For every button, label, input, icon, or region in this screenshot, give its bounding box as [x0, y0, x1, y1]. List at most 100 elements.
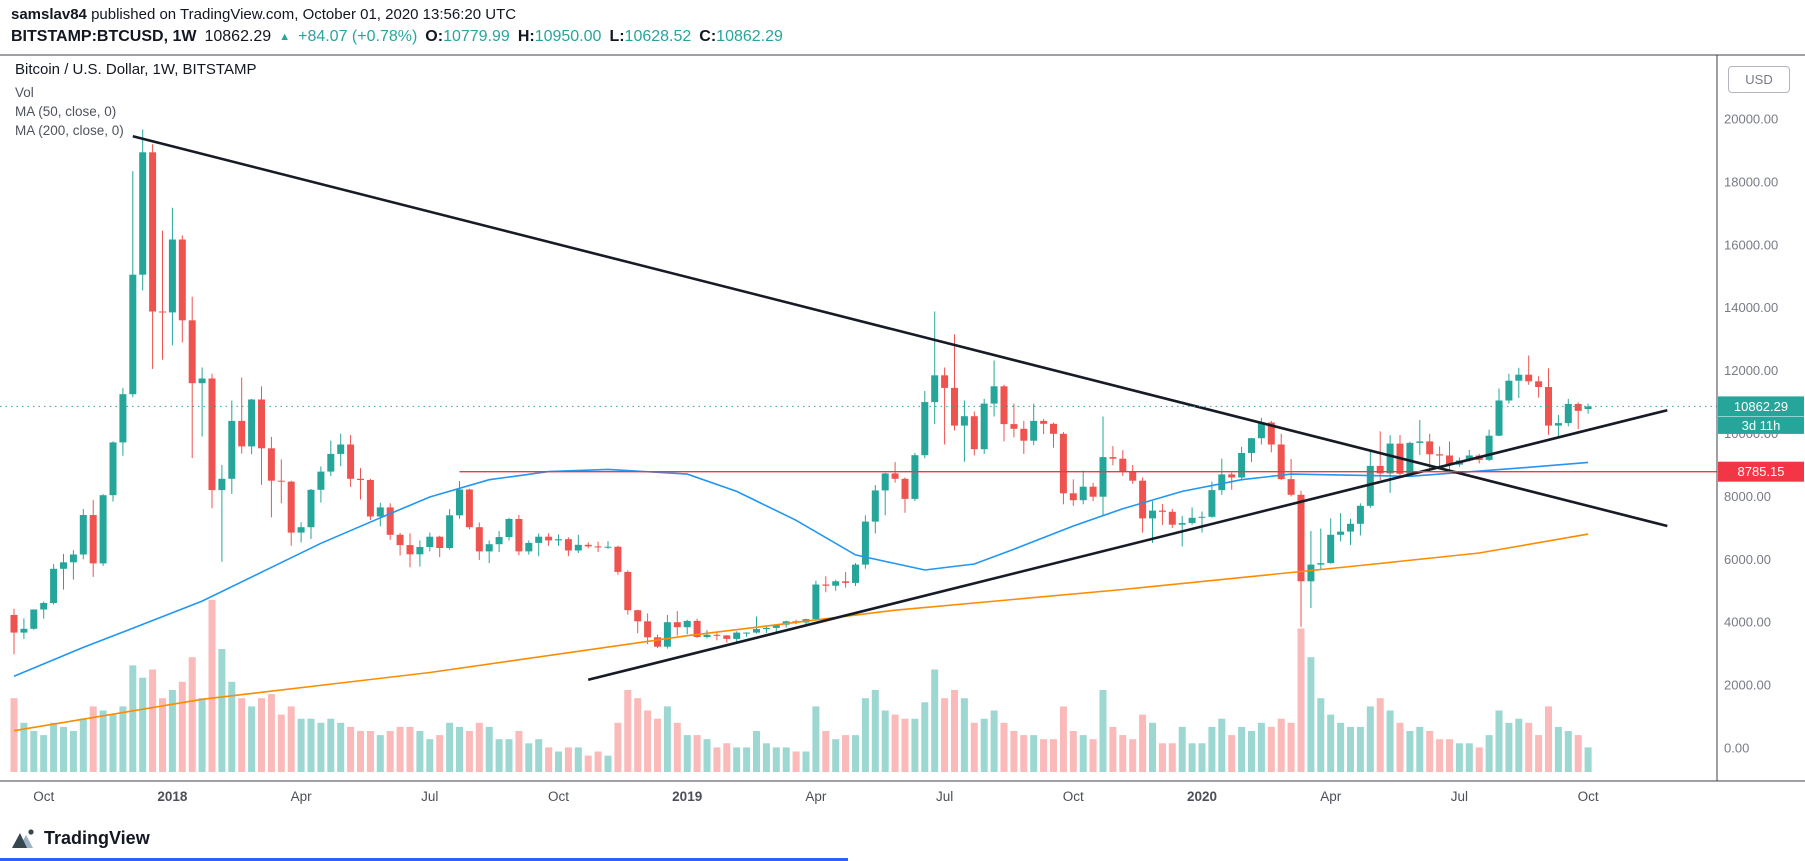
trendline[interactable]	[587, 408, 1668, 682]
volume-bar	[535, 739, 543, 772]
volume-bar	[228, 681, 236, 772]
volume-bar	[941, 698, 949, 772]
volume-bar	[525, 743, 533, 772]
volume-bar	[159, 698, 166, 772]
high-value: H: 10950.00	[517, 28, 602, 45]
price-tick-label: 14000.00	[1724, 300, 1778, 315]
candle-body	[762, 627, 770, 630]
candle-body	[871, 490, 879, 522]
candle-body	[1574, 403, 1582, 411]
candle-body	[1564, 403, 1572, 424]
volume-bar	[1228, 735, 1236, 772]
candle-body	[574, 544, 582, 551]
candle-body	[1099, 457, 1107, 497]
volume-bar	[267, 694, 275, 772]
candle-body	[960, 416, 968, 426]
candle-body	[495, 537, 503, 545]
volume-bar	[792, 751, 800, 772]
candle-body	[485, 544, 493, 552]
time-axis-label: Jul	[936, 789, 953, 804]
low-value: L: 10628.52	[609, 28, 692, 45]
candle-body	[1376, 465, 1384, 474]
volume-bar	[1287, 722, 1295, 772]
time-axis-label: 2019	[672, 789, 702, 804]
volume-bar	[1238, 726, 1246, 772]
candle-body	[1277, 444, 1285, 480]
volume-bar	[366, 731, 374, 772]
volume-bar	[327, 718, 335, 772]
volume-bar	[733, 747, 741, 772]
volume-bar	[178, 681, 186, 772]
volume-bar	[149, 669, 157, 772]
candle-body	[317, 471, 325, 490]
volume-bar	[297, 718, 305, 772]
volume-bar	[1416, 726, 1424, 772]
candle-body	[178, 239, 186, 321]
volume-bar	[1198, 743, 1206, 772]
candle-body	[564, 539, 572, 551]
time-axis-label: Jul	[421, 789, 438, 804]
volume-bar	[69, 731, 77, 772]
candle-body	[267, 448, 275, 481]
candle-body	[594, 546, 602, 548]
volume-bar	[337, 722, 345, 772]
candle-body	[198, 378, 206, 384]
candle-body	[208, 378, 216, 491]
currency-usd-button[interactable]: USD	[1728, 66, 1790, 93]
candle-body	[891, 473, 899, 479]
volume-bar	[1069, 731, 1077, 772]
volume-bar	[238, 698, 246, 772]
volume-bar	[505, 739, 513, 772]
volume-bar	[842, 735, 850, 772]
candle-body	[1030, 420, 1038, 441]
volume-bar	[584, 755, 592, 772]
tradingview-logo-text: TradingView	[44, 827, 150, 848]
volume-bar	[119, 706, 127, 772]
candle-body	[436, 536, 444, 548]
candle-body	[931, 375, 939, 403]
candle-body	[1485, 435, 1493, 460]
volume-bar	[1149, 722, 1156, 772]
candle-body	[1109, 457, 1117, 459]
volume-bar	[1475, 747, 1483, 772]
volume-bar	[970, 722, 978, 772]
volume-bar	[515, 731, 523, 772]
candle-body	[604, 546, 612, 548]
candle-body	[277, 480, 285, 482]
candle-body	[683, 620, 691, 628]
candle-body	[366, 480, 374, 517]
trendline[interactable]	[132, 135, 1668, 528]
volume-bar	[376, 735, 384, 772]
volume-bar	[1059, 706, 1067, 772]
volume-bar	[1337, 722, 1345, 772]
volume-bar	[139, 677, 147, 772]
candle-body	[861, 521, 869, 565]
candle-body	[881, 473, 889, 491]
volume-bar	[1436, 739, 1444, 772]
time-axis-label: Oct	[1578, 789, 1599, 804]
candle-body	[1119, 458, 1127, 472]
volume-bar	[426, 739, 434, 772]
candle-body	[1297, 494, 1305, 582]
volume-bar	[723, 743, 731, 772]
candle-body	[218, 478, 226, 491]
candles-layer	[10, 129, 1592, 655]
candle-body	[357, 478, 364, 480]
volume-bar	[1396, 722, 1404, 772]
candle-body	[1257, 422, 1265, 439]
candle-body	[1436, 454, 1444, 456]
candle-body	[1238, 453, 1246, 478]
candle-body	[1287, 479, 1295, 495]
tradingview-logo[interactable]: TradingView	[11, 827, 150, 849]
volume-bar	[1574, 735, 1582, 772]
candle-body	[30, 609, 38, 629]
svg-text:8785.15: 8785.15	[1738, 464, 1785, 479]
volume-bar	[1099, 690, 1107, 772]
ma-layer	[13, 461, 1589, 732]
ma50-line	[13, 461, 1589, 678]
candle-body	[1139, 480, 1147, 519]
candle-body	[941, 375, 949, 388]
volume-bar	[564, 747, 572, 772]
candle-body	[297, 527, 305, 533]
